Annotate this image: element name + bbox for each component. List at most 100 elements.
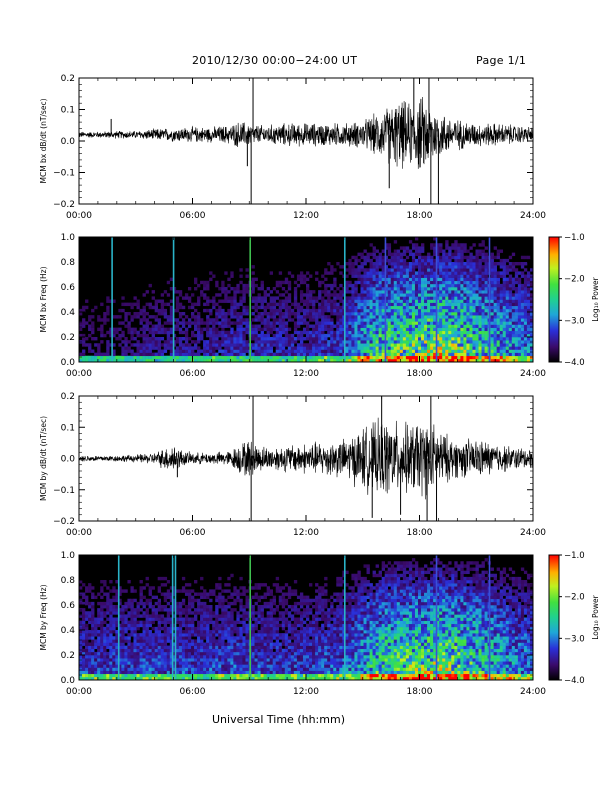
- spectrogram-cell: [130, 352, 134, 357]
- spectrogram-cell: [493, 262, 497, 266]
- spectrogram-cell: [166, 592, 171, 596]
- spectrogram-cell: [427, 280, 431, 285]
- spectrogram-cell: [363, 258, 367, 263]
- spectrogram-cell: [163, 626, 168, 631]
- spectrogram-cell: [436, 346, 440, 350]
- spectrogram-cell: [88, 645, 92, 650]
- spectrogram-cell: [411, 277, 416, 282]
- spectrogram-cell: [269, 315, 274, 319]
- spectrogram-cell: [445, 255, 449, 260]
- spectrogram-cell: [136, 299, 140, 303]
- spectrogram-cell: [414, 355, 419, 360]
- spectrogram-cell: [399, 333, 404, 338]
- spectrogram-cell: [442, 265, 446, 269]
- spectrogram-cell: [378, 343, 382, 347]
- spectrogram-cell: [184, 330, 189, 335]
- spectrogram-cell: [466, 277, 470, 282]
- spectrogram-cell: [151, 305, 155, 310]
- spectrogram-cell: [469, 321, 473, 325]
- spectrogram-cell: [393, 343, 398, 347]
- spectrogram-cell: [82, 355, 86, 360]
- spectrogram-cell: [514, 287, 519, 291]
- spectrogram-cell: [154, 343, 158, 347]
- spectrogram-cell: [484, 308, 488, 313]
- spectrogram-cell: [187, 598, 192, 603]
- spectrogram-cell: [448, 321, 452, 325]
- spectrogram-cell: [169, 299, 174, 303]
- spectrogram-cell: [184, 583, 189, 587]
- spectrogram-cell: [151, 327, 155, 332]
- spectrogram-cell: [178, 611, 183, 615]
- spectrogram-cell: [442, 274, 446, 278]
- spectrogram-cell: [436, 312, 440, 316]
- spectrogram-cell: [427, 305, 431, 310]
- spectrogram-cell: [457, 290, 461, 294]
- spectrogram-cell: [396, 340, 401, 344]
- spectrogram-cell: [363, 352, 367, 357]
- spectrogram-cell: [357, 340, 361, 344]
- spectrogram-cell: [375, 355, 379, 360]
- spectrogram-cell: [505, 280, 510, 285]
- spectrogram-cell: [109, 673, 113, 678]
- spectrogram-cell: [257, 315, 261, 319]
- spectrogram-cell: [351, 330, 355, 335]
- spectrogram-cell: [472, 340, 476, 344]
- spectrogram-cell: [227, 318, 231, 322]
- spectrogram-cell: [109, 676, 113, 681]
- spectrogram-cell: [85, 589, 89, 593]
- spectrogram-cell: [448, 265, 452, 269]
- spectrogram-cell: [130, 642, 134, 646]
- spectrogram-cell: [490, 346, 494, 350]
- spectrogram-cell: [402, 302, 407, 307]
- spectrogram-cell: [493, 287, 497, 291]
- spectrogram-cell: [472, 287, 476, 291]
- spectrogram-cell: [233, 299, 237, 303]
- spectrogram-cell: [405, 271, 410, 275]
- spectrogram-cell: [97, 318, 101, 322]
- spectrogram-cell: [160, 305, 165, 310]
- spectrogram-cell: [166, 611, 171, 615]
- spectrogram-cell: [251, 327, 255, 332]
- spectrogram-cell: [312, 337, 316, 341]
- spectrogram-cell: [414, 246, 419, 250]
- spectrogram-cell: [194, 676, 198, 681]
- spectrogram-cell: [330, 321, 334, 325]
- spectrogram-cell: [496, 358, 501, 363]
- spectrogram-cell: [324, 346, 328, 350]
- spectrogram-cell: [215, 312, 219, 316]
- spectrogram-cell: [469, 318, 473, 322]
- spectrogram-cell: [187, 287, 192, 291]
- spectrogram-cell: [242, 287, 246, 291]
- spectrogram-cell: [511, 355, 516, 360]
- spectrogram-cell: [206, 349, 210, 353]
- spectrogram-cell: [145, 611, 149, 615]
- spectrogram-cell: [460, 346, 464, 350]
- spectrogram-cell: [523, 268, 528, 272]
- spectrogram-cell: [472, 349, 476, 353]
- spectrogram-cell: [227, 330, 231, 335]
- spectrogram-cell: [454, 265, 458, 269]
- spectrogram-cell: [139, 633, 143, 637]
- spectrogram-cell: [499, 330, 504, 335]
- spectrogram-cell: [118, 664, 122, 668]
- spectrogram-cell: [381, 337, 385, 341]
- spectrogram-cell: [154, 299, 158, 303]
- spectrogram-cell: [472, 255, 476, 260]
- spectrogram-cell: [181, 630, 186, 634]
- spectrogram-cell: [163, 315, 168, 319]
- spectrogram-cell: [454, 252, 458, 257]
- spectrogram-cell: [327, 340, 331, 344]
- spectrogram-cell: [351, 265, 355, 269]
- spectrogram-cell: [354, 330, 358, 335]
- spectrogram-cell: [393, 302, 398, 307]
- spectrogram-cell: [321, 343, 325, 347]
- spectrogram-cell: [514, 318, 519, 322]
- spectrogram-cell: [372, 349, 376, 353]
- spectrogram-cell: [442, 355, 446, 360]
- spectrogram-cell: [281, 330, 286, 335]
- spectrogram-cell: [336, 302, 340, 307]
- spectrogram-cell: [209, 358, 213, 363]
- spectrogram-cell: [154, 302, 158, 307]
- spectrogram-cell: [160, 299, 165, 303]
- spectrogram-cell: [151, 617, 155, 621]
